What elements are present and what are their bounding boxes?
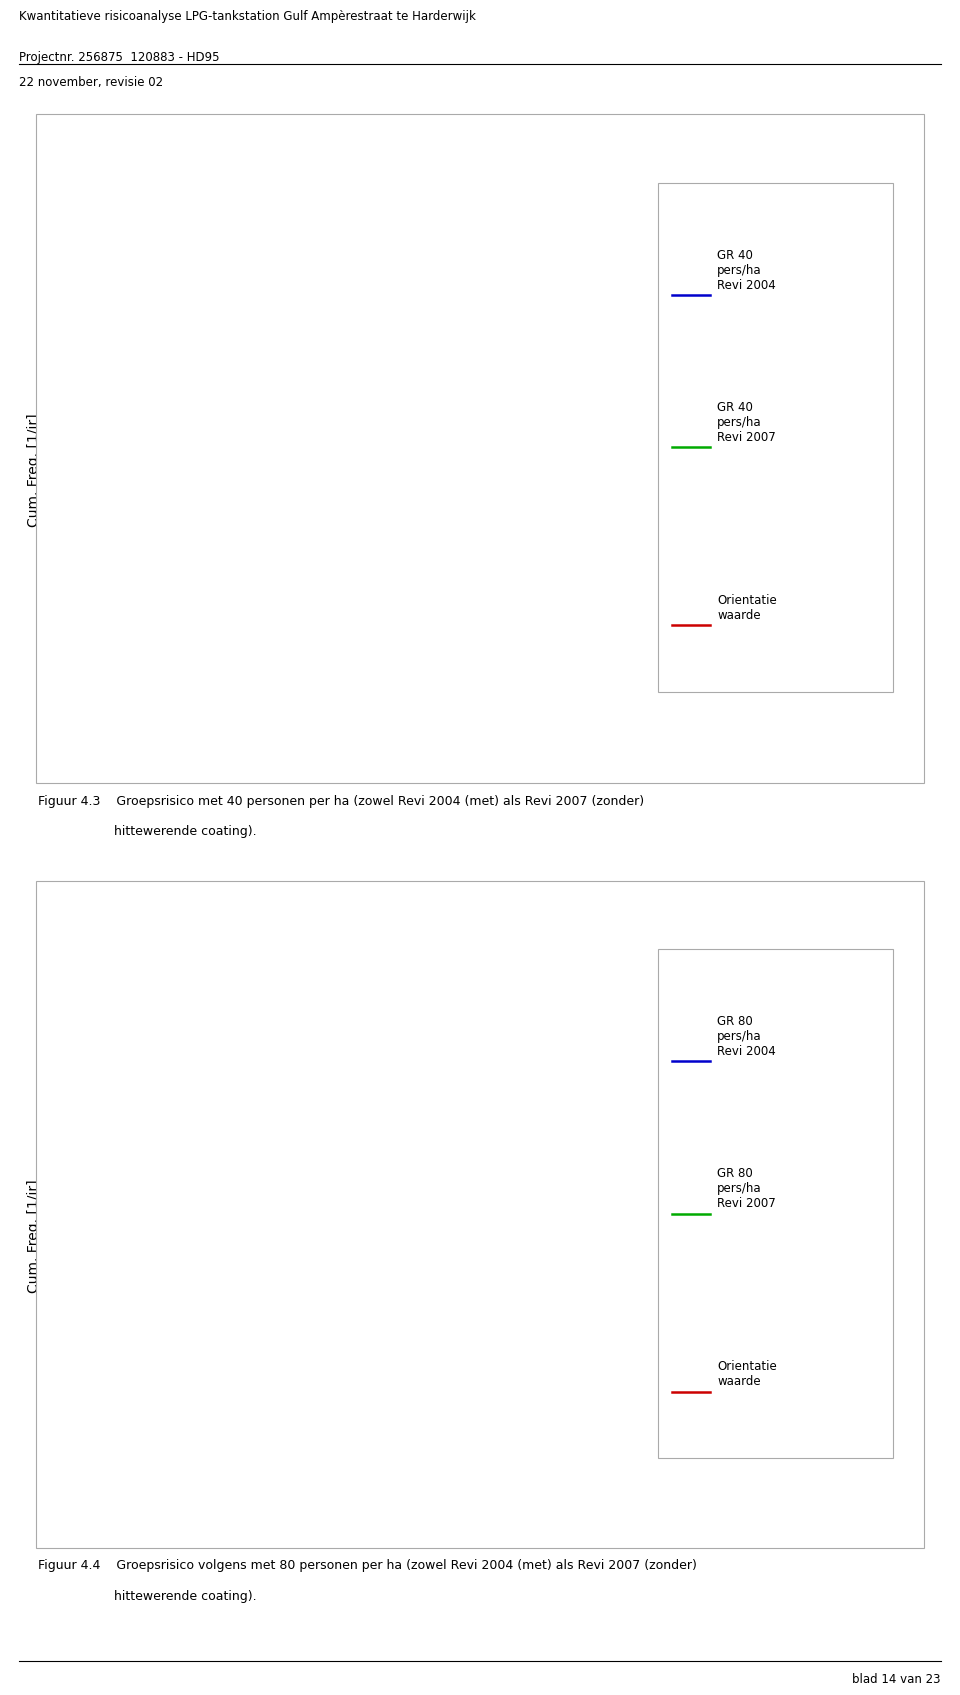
Text: Orientatie
waarde: Orientatie waarde [717, 593, 777, 622]
Text: Figuur 4.4    Groepsrisico volgens met 80 personen per ha (zowel Revi 2004 (met): Figuur 4.4 Groepsrisico volgens met 80 p… [38, 1559, 697, 1573]
Text: GR 80
pers/ha
Revi 2007: GR 80 pers/ha Revi 2007 [717, 1168, 776, 1210]
Title: LPG tankstation Gulf Harderwijk Amperestraat: LPG tankstation Gulf Harderwijk Amperest… [126, 178, 599, 197]
Text: GR 80
pers/ha
Revi 2004: GR 80 pers/ha Revi 2004 [717, 1015, 776, 1058]
Text: Figuur 4.3    Groepsrisico met 40 personen per ha (zowel Revi 2004 (met) als Rev: Figuur 4.3 Groepsrisico met 40 personen … [38, 795, 644, 809]
Text: hittewerende coating).: hittewerende coating). [38, 825, 257, 839]
Text: hittewerende coating).: hittewerende coating). [38, 1590, 257, 1603]
Text: GR 40
pers/ha
Revi 2004: GR 40 pers/ha Revi 2004 [717, 249, 776, 292]
Text: Projectnr. 256875  120883 - HD95: Projectnr. 256875 120883 - HD95 [19, 51, 220, 64]
Title: LPG tankstation Gulf Harderwijk Amperestraat: LPG tankstation Gulf Harderwijk Amperest… [126, 944, 599, 963]
X-axis label: Aantal slachtoffers: Aantal slachtoffers [297, 758, 428, 771]
Text: Orientatie
waarde: Orientatie waarde [717, 1359, 777, 1388]
Y-axis label: Cum. Freq. [1/jr]: Cum. Freq. [1/jr] [28, 1180, 41, 1293]
X-axis label: Aantal slachtoffers: Aantal slachtoffers [297, 1524, 428, 1537]
Text: blad 14 van 23: blad 14 van 23 [852, 1673, 941, 1687]
Text: 22 november, revisie 02: 22 november, revisie 02 [19, 76, 163, 90]
Text: Kwantitatieve risicoanalyse LPG-tankstation Gulf Ampèrestraat te Harderwijk: Kwantitatieve risicoanalyse LPG-tankstat… [19, 10, 476, 24]
Text: GR 40
pers/ha
Revi 2007: GR 40 pers/ha Revi 2007 [717, 402, 776, 444]
Y-axis label: Cum. Freq. [1/jr]: Cum. Freq. [1/jr] [28, 414, 41, 527]
